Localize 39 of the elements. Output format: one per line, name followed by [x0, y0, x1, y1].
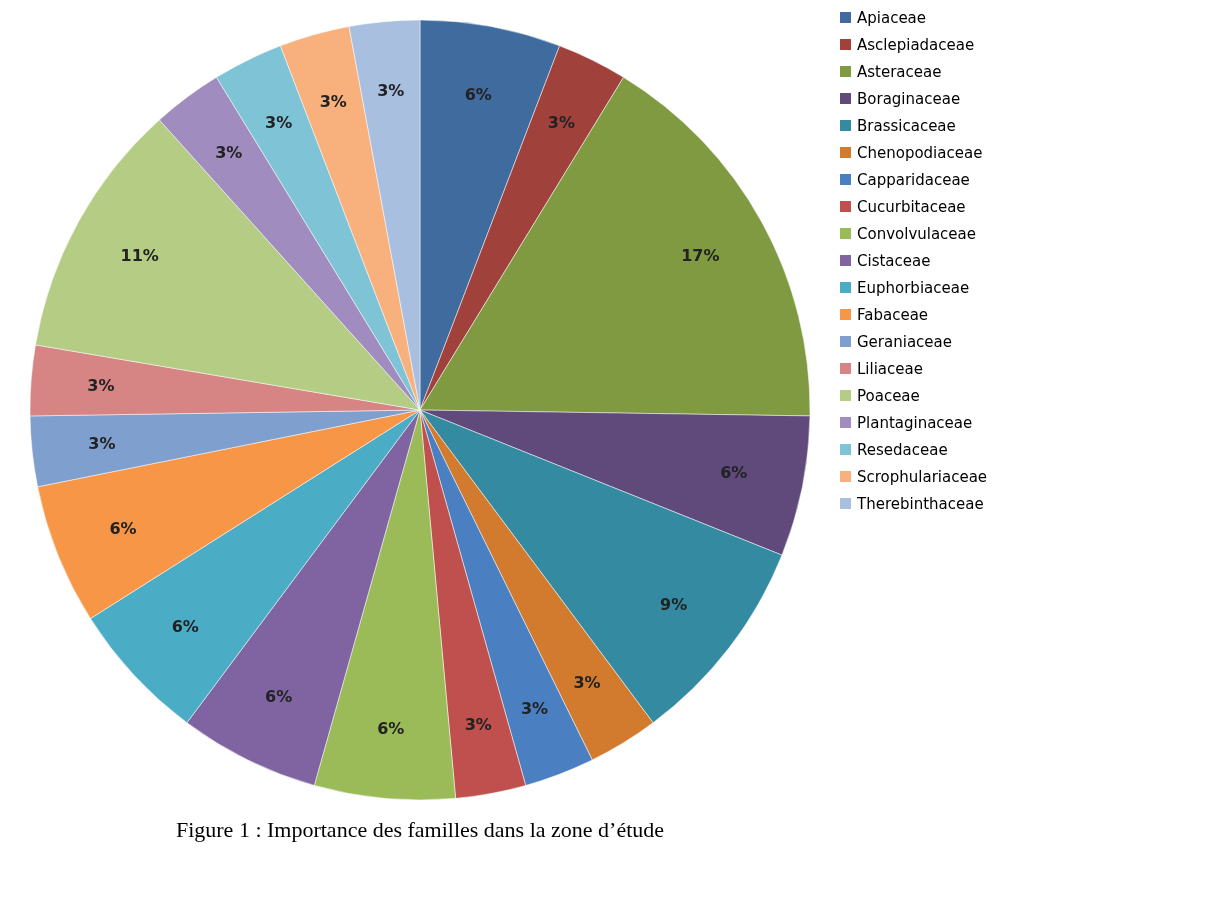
data-label: 6%: [109, 519, 137, 539]
data-label: 3%: [215, 143, 243, 163]
data-label: 6%: [171, 617, 199, 637]
data-label: 6%: [265, 687, 293, 707]
data-label: 3%: [87, 375, 115, 395]
text: Figure 1 : Importance des familles dans la zone d’étude: [175, 817, 665, 842]
legend-label: Brassicaceae: [857, 116, 956, 135]
data-label: 3%: [573, 672, 601, 692]
data-label: 6%: [464, 85, 492, 105]
legend-label: Geraniaceae: [857, 332, 952, 351]
legend-label: Asclepiadaceae: [857, 35, 975, 54]
data-label: 3%: [520, 698, 549, 718]
legend-label: Resedaceae: [857, 440, 948, 459]
data-label: 17%: [681, 245, 720, 265]
legend-label: Plantaginaceae: [857, 413, 973, 432]
legend-label: Asteraceae: [857, 62, 942, 81]
data-label: 3%: [88, 434, 116, 454]
data-label: 11%: [120, 245, 159, 265]
legend-label: Scrophulariaceae: [857, 467, 988, 486]
legend-label: Cistaceae: [857, 251, 931, 270]
data-label: 6%: [377, 718, 405, 738]
legend-label: Apiaceae: [857, 8, 927, 27]
data-label: 9%: [660, 595, 688, 615]
data-label: 6%: [720, 463, 748, 483]
legend-label: Boraginaceae: [857, 89, 961, 108]
data-label: 3%: [265, 112, 293, 132]
legend-label: Convolvulaceae: [857, 224, 977, 243]
legend-label: Capparidaceae: [857, 170, 970, 189]
data-label: 3%: [319, 91, 347, 111]
legend-label: Chenopodiaceae: [857, 143, 983, 162]
legend-label: Cucurbitaceae: [857, 197, 966, 216]
legend-label: Euphorbiaceae: [857, 278, 970, 297]
data-label: 3%: [377, 81, 405, 101]
legend-label: Therebinthaceae: [856, 494, 984, 513]
legend-label: Poaceae: [857, 386, 920, 405]
data-label: 3%: [464, 714, 492, 734]
data-label: 3%: [547, 112, 575, 132]
legend-label: Fabaceae: [857, 305, 929, 324]
legend-label: Liliaceae: [857, 359, 923, 378]
